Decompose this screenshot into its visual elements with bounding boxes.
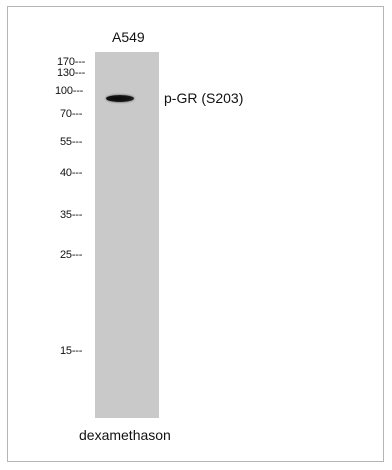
marker-15: 15--- (60, 345, 83, 357)
lane-label: A549 (112, 29, 145, 45)
marker-35: 35--- (60, 209, 83, 221)
marker-170: 170--- (57, 56, 86, 68)
marker-25: 25--- (60, 249, 83, 261)
band-label: p-GR (S203) (164, 90, 244, 106)
marker-55: 55--- (60, 136, 83, 148)
figure-frame (7, 6, 384, 462)
sample-label: dexamethason (79, 427, 171, 443)
protein-band (106, 95, 134, 102)
marker-70: 70--- (60, 108, 83, 120)
marker-40: 40--- (60, 167, 83, 179)
gel-lane (95, 52, 159, 418)
marker-130: 130--- (57, 67, 86, 79)
marker-100: 100--- (55, 85, 84, 97)
